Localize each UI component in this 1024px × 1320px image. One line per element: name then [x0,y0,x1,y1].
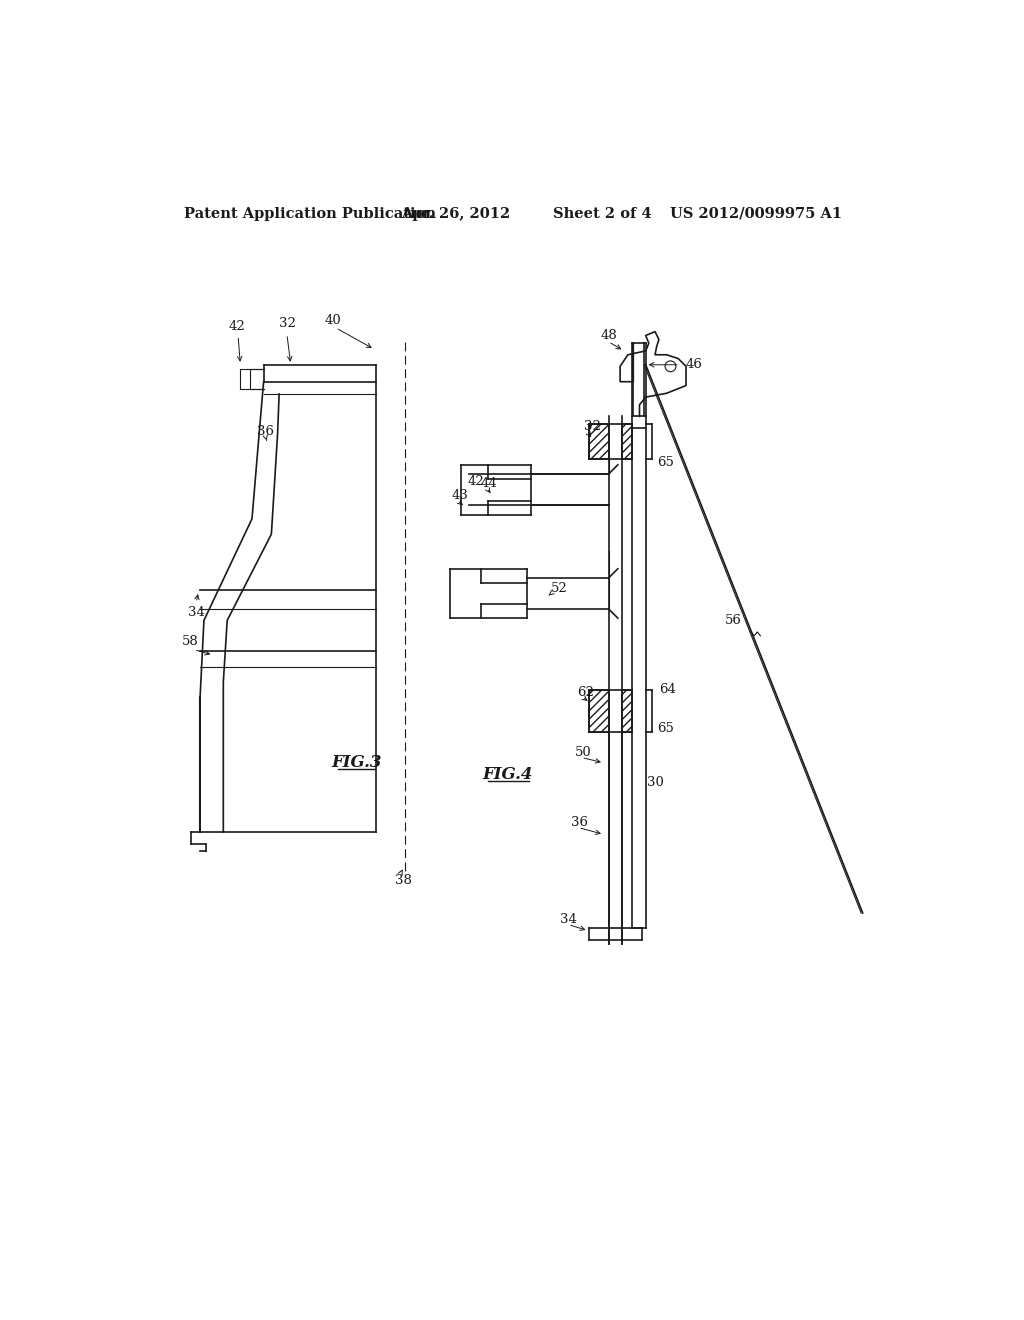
Text: US 2012/0099975 A1: US 2012/0099975 A1 [671,207,843,220]
Text: 43: 43 [452,490,469,502]
Text: 62: 62 [578,685,594,698]
Text: 36: 36 [571,816,589,829]
Text: FIG.3: FIG.3 [332,754,382,771]
Text: Sheet 2 of 4: Sheet 2 of 4 [553,207,651,220]
Bar [589,424,608,459]
Text: 50: 50 [575,746,592,759]
Text: 32: 32 [584,420,600,433]
Text: 58: 58 [182,635,199,648]
Text: 64: 64 [658,684,676,696]
Text: 34: 34 [188,606,206,619]
Text: Patent Application Publication: Patent Application Publication [183,207,436,220]
Bar [623,689,632,733]
Text: Apr. 26, 2012: Apr. 26, 2012 [401,207,511,220]
Text: 65: 65 [657,455,674,469]
Text: 65: 65 [657,722,674,735]
Text: 32: 32 [280,317,296,330]
Text: 42: 42 [467,475,484,488]
Text: 52: 52 [550,582,567,594]
Text: 56: 56 [725,614,741,627]
Bar [589,689,608,733]
Text: FIG.4: FIG.4 [482,766,534,783]
Text: 34: 34 [560,912,578,925]
Text: 30: 30 [647,776,665,788]
Text: 44: 44 [480,477,498,490]
Text: 36: 36 [257,425,274,438]
Text: 46: 46 [686,358,702,371]
Text: 48: 48 [601,329,617,342]
Text: 40: 40 [324,314,341,326]
Text: 42: 42 [228,319,246,333]
Bar [623,424,632,459]
Text: 38: 38 [395,874,413,887]
